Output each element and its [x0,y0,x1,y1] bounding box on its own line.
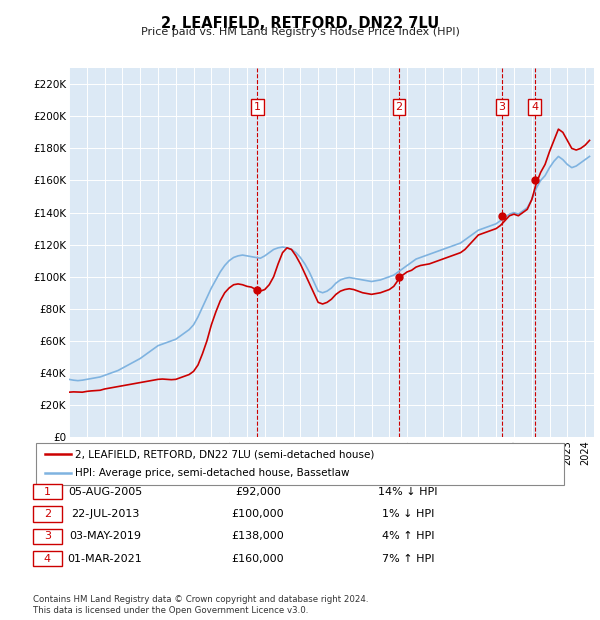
Text: 1: 1 [254,102,261,112]
Text: 3: 3 [499,102,505,112]
Text: 14% ↓ HPI: 14% ↓ HPI [378,487,438,497]
Text: £92,000: £92,000 [235,487,281,497]
Text: 1: 1 [44,487,51,497]
Text: 2: 2 [395,102,403,112]
Text: 4: 4 [531,102,538,112]
Text: 3: 3 [44,531,51,541]
Text: 01-MAR-2021: 01-MAR-2021 [68,554,142,564]
Text: 4: 4 [44,554,51,564]
Text: 1% ↓ HPI: 1% ↓ HPI [382,509,434,519]
Text: 05-AUG-2005: 05-AUG-2005 [68,487,142,497]
Text: 2, LEAFIELD, RETFORD, DN22 7LU (semi-detached house): 2, LEAFIELD, RETFORD, DN22 7LU (semi-det… [75,449,374,459]
Text: 22-JUL-2013: 22-JUL-2013 [71,509,139,519]
Text: Contains HM Land Registry data © Crown copyright and database right 2024.: Contains HM Land Registry data © Crown c… [33,595,368,604]
Text: Price paid vs. HM Land Registry's House Price Index (HPI): Price paid vs. HM Land Registry's House … [140,27,460,37]
Text: £138,000: £138,000 [232,531,284,541]
Text: 4% ↑ HPI: 4% ↑ HPI [382,531,434,541]
Text: 2, LEAFIELD, RETFORD, DN22 7LU: 2, LEAFIELD, RETFORD, DN22 7LU [161,16,439,30]
Text: This data is licensed under the Open Government Licence v3.0.: This data is licensed under the Open Gov… [33,606,308,614]
Text: 03-MAY-2019: 03-MAY-2019 [69,531,141,541]
Text: £160,000: £160,000 [232,554,284,564]
Text: 7% ↑ HPI: 7% ↑ HPI [382,554,434,564]
Text: HPI: Average price, semi-detached house, Bassetlaw: HPI: Average price, semi-detached house,… [75,469,349,479]
Text: £100,000: £100,000 [232,509,284,519]
Text: 2: 2 [44,509,51,519]
